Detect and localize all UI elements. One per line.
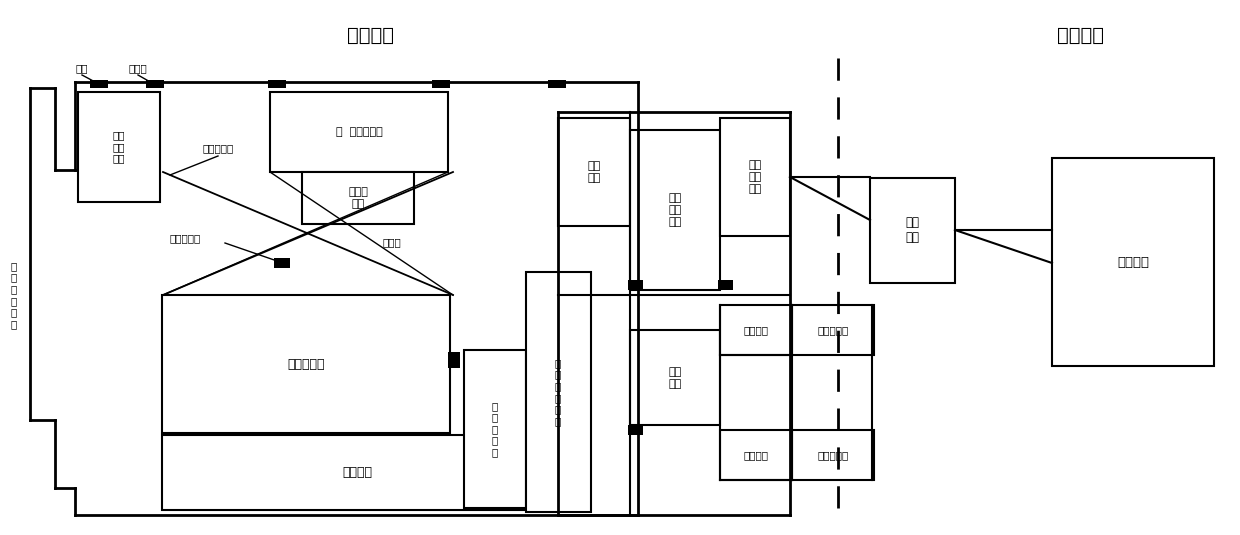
Bar bbox=[448, 352, 460, 368]
Bar bbox=[91, 80, 108, 88]
Text: 手动截止阀: 手动截止阀 bbox=[817, 450, 848, 460]
Text: 舱内
控制
系统: 舱内 控制 系统 bbox=[668, 193, 682, 227]
Bar bbox=[268, 80, 286, 88]
Text: 第  一换热风扇: 第 一换热风扇 bbox=[336, 127, 382, 137]
Text: 充气接嘴: 充气接嘴 bbox=[744, 325, 769, 335]
Text: 红外热像仪: 红外热像仪 bbox=[288, 357, 325, 371]
Bar bbox=[720, 305, 792, 355]
Bar bbox=[78, 92, 160, 202]
Text: 压力传感器: 压力传感器 bbox=[202, 143, 233, 153]
Text: 多层
隔热
组件: 多层 隔热 组件 bbox=[113, 131, 125, 164]
Bar bbox=[162, 435, 552, 510]
Text: 第
二
导
流
板: 第 二 导 流 板 bbox=[492, 401, 498, 457]
Text: 控制机柜: 控制机柜 bbox=[1117, 256, 1149, 269]
Bar bbox=[792, 305, 874, 355]
Text: 第
二
换
热
风
扇: 第 二 换 热 风 扇 bbox=[554, 358, 562, 426]
Text: 热控
电路: 热控 电路 bbox=[668, 367, 682, 389]
Text: 温度传感器: 温度传感器 bbox=[170, 233, 201, 243]
Text: 穿墙
插座: 穿墙 插座 bbox=[905, 216, 919, 244]
Text: 密封
电连
接器: 密封 电连 接器 bbox=[749, 160, 761, 194]
Bar bbox=[162, 295, 450, 433]
Bar bbox=[464, 350, 526, 508]
Bar bbox=[718, 280, 733, 290]
Text: 导轨托架: 导轨托架 bbox=[342, 467, 372, 479]
Bar bbox=[558, 118, 630, 226]
Bar bbox=[432, 80, 450, 88]
Text: 手动截止阀: 手动截止阀 bbox=[817, 325, 848, 335]
Bar bbox=[627, 425, 644, 435]
Bar bbox=[274, 258, 290, 268]
Text: 第一导
流板: 第一导 流板 bbox=[348, 187, 368, 209]
Bar bbox=[627, 280, 644, 290]
Text: 真空罐外: 真空罐外 bbox=[1056, 26, 1104, 44]
Bar bbox=[548, 80, 565, 88]
Bar bbox=[630, 330, 720, 425]
Bar bbox=[630, 130, 720, 290]
Bar bbox=[146, 80, 164, 88]
Text: 密封圈: 密封圈 bbox=[129, 63, 148, 73]
Text: 加热片: 加热片 bbox=[383, 237, 402, 247]
Bar bbox=[720, 118, 790, 236]
Text: 控制
系统: 控制 系统 bbox=[588, 161, 600, 183]
Text: 红
外
光
学
窗
口: 红 外 光 学 窗 口 bbox=[11, 261, 17, 329]
Bar bbox=[303, 172, 414, 224]
Bar bbox=[526, 272, 591, 512]
Bar bbox=[792, 430, 874, 480]
Bar bbox=[270, 92, 448, 172]
Text: 放气接嘴: 放气接嘴 bbox=[744, 450, 769, 460]
Text: 真空罐内: 真空罐内 bbox=[346, 26, 393, 44]
Bar bbox=[1052, 158, 1214, 366]
Text: 法兰: 法兰 bbox=[76, 63, 88, 73]
Bar bbox=[870, 178, 955, 283]
Bar bbox=[720, 430, 792, 480]
